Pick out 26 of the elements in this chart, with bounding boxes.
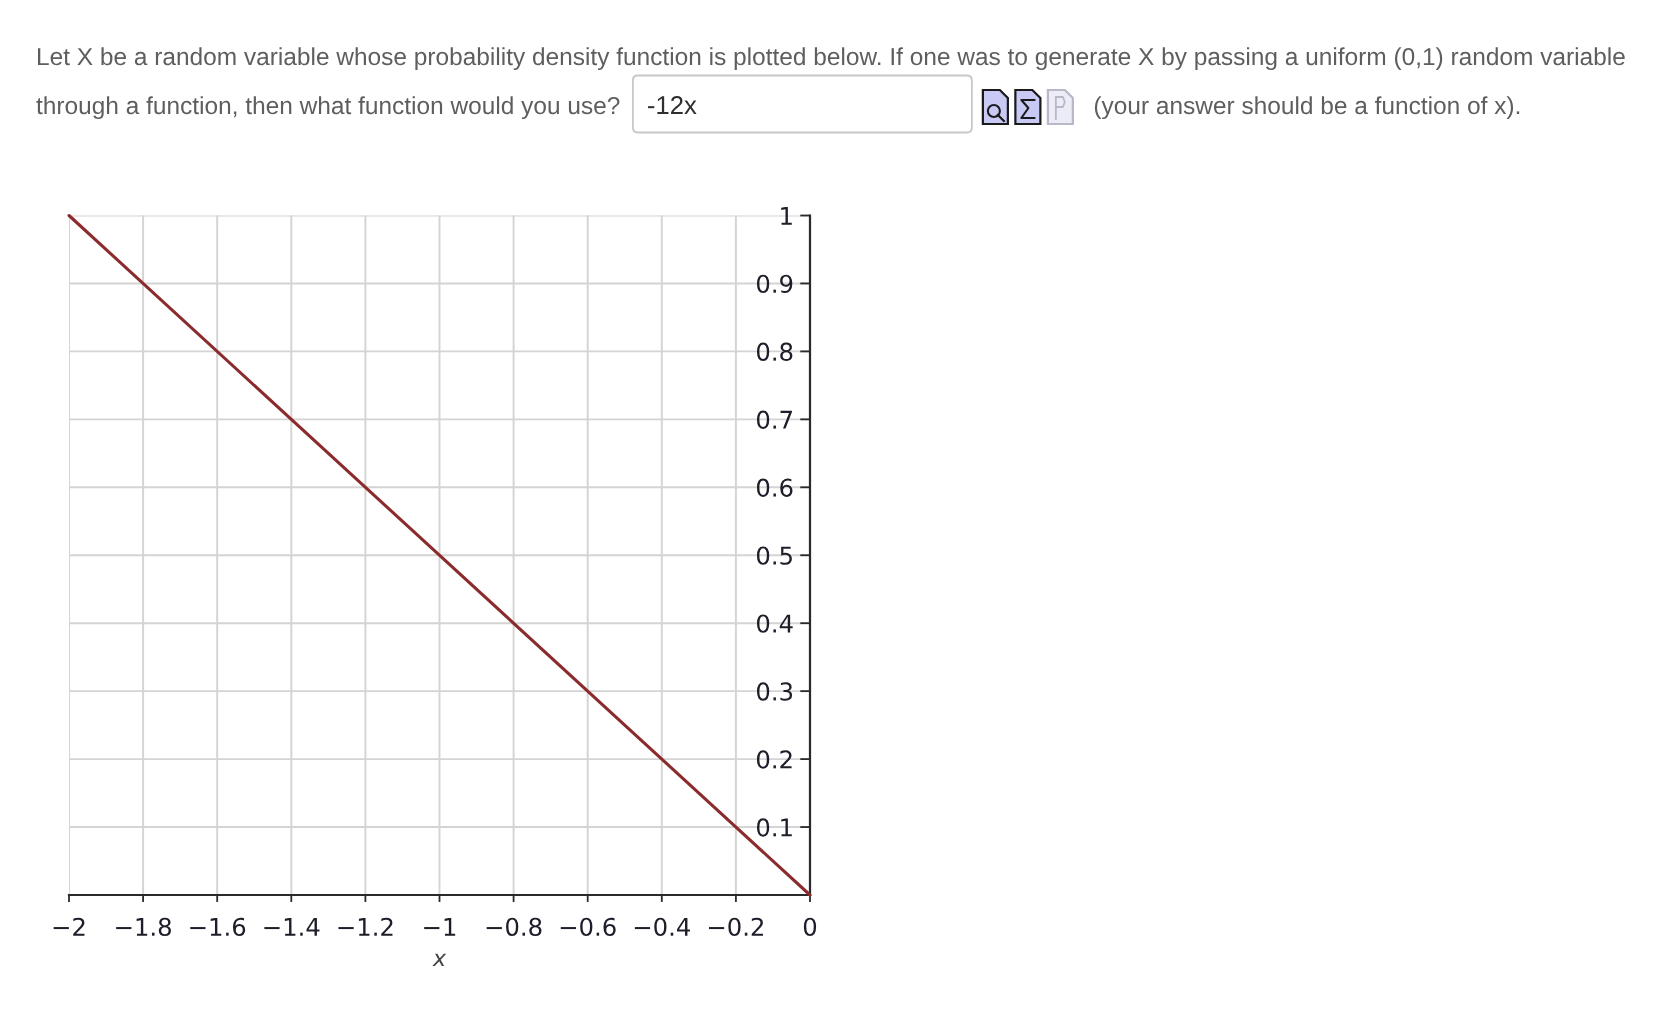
x-tick-label: −0.8	[486, 917, 542, 937]
x-tick-label: 0	[803, 917, 817, 937]
y-tick-label: 0.1	[756, 818, 792, 837]
text: (your answer should be a function of x).	[1094, 96, 1520, 120]
y-tick-label: 0.9	[756, 274, 793, 294]
y-tick-label: 0.2	[756, 750, 792, 769]
x-axis-title: x	[432, 953, 447, 966]
text: through a function, then what function would you use?	[36, 96, 620, 120]
y-tick-label: 0.4	[756, 614, 793, 633]
y-tick-label: 0.8	[756, 342, 793, 361]
x-tick-label: −1.4	[264, 917, 320, 936]
y-tick-label: 0.7	[756, 410, 792, 429]
y-tick-label: 0.5	[756, 546, 792, 565]
x-tick-label: −0.2	[708, 917, 763, 937]
text: -12x	[648, 96, 697, 114]
x-tick-label: −1.8	[116, 917, 171, 937]
x-tick-label: −1.2	[338, 917, 393, 936]
y-tick-label: 1	[781, 207, 792, 225]
x-tick-label: −2	[53, 917, 85, 936]
x-tick-label: −0.6	[560, 917, 616, 937]
x-tick-label: −0.4	[634, 917, 690, 937]
y-tick-label: 0.3	[756, 682, 793, 701]
text: Let X be a random variable whose probability density function is plotted below. If one was to generate X by passing a uniform (0,1) random variable	[38, 47, 1625, 71]
x-tick-label: −1.6	[190, 917, 246, 937]
x-tick-label: −1	[424, 917, 456, 936]
y-tick-label: 0.6	[756, 478, 793, 497]
